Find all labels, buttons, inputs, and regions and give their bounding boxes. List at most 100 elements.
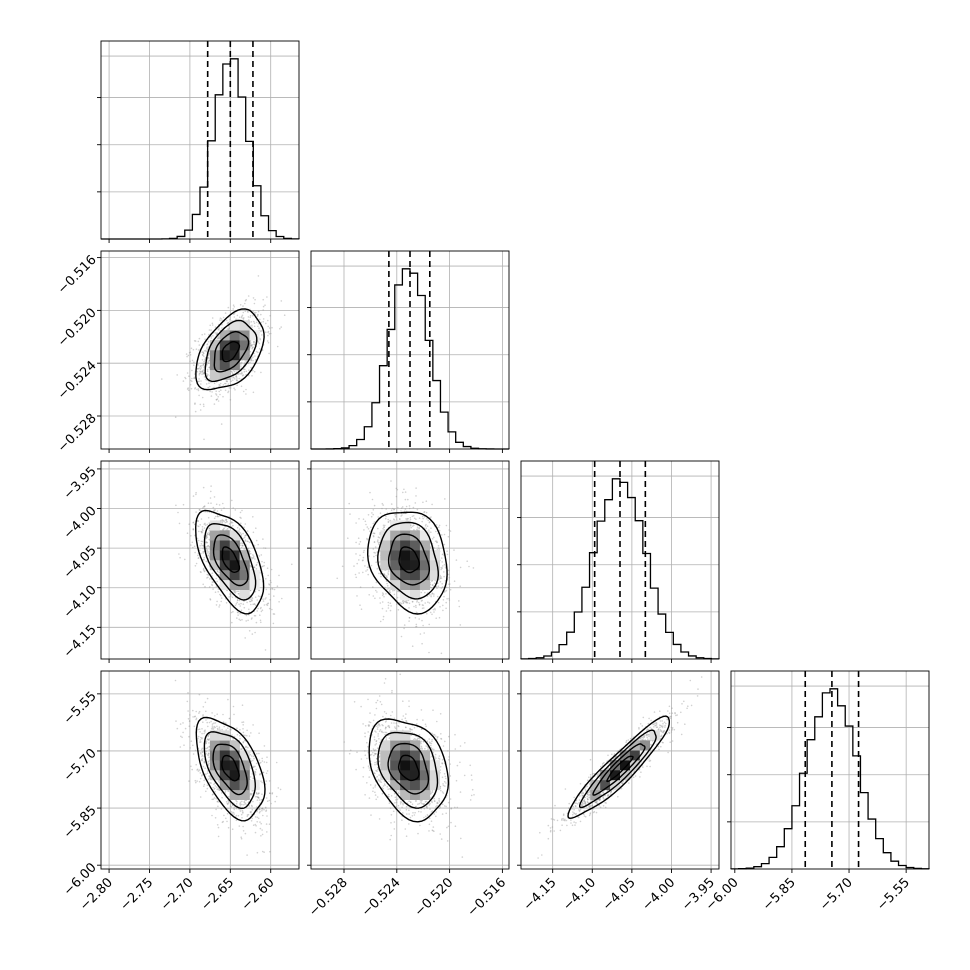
sample-point [421,604,424,606]
sample-point [239,542,242,545]
density-cell [400,530,411,541]
sample-point [207,341,210,343]
sample-point [217,573,220,576]
sample-point [250,598,253,601]
sample-point [377,536,380,538]
sample-point [283,314,286,317]
sample-point [254,358,257,361]
sample-point [184,376,186,379]
sample-point [250,792,252,795]
sample-point [254,770,256,773]
sample-point [267,602,270,605]
sample-point [205,548,208,550]
sample-point [440,568,442,571]
sample-point [221,519,224,521]
density-cell [229,540,240,551]
density-cell [229,579,240,590]
sample-point [206,573,208,576]
sample-point [215,808,217,811]
sample-point [216,600,218,603]
sample-point [191,541,194,544]
sample-point [205,537,207,540]
sample-point [202,507,204,509]
sample-point [216,398,219,400]
density-cell [390,540,401,551]
sample-point [241,314,244,317]
sample-point [252,297,255,299]
sample-point [216,788,218,791]
sample-point [268,333,271,335]
sample-point [267,319,269,322]
sample-point [434,540,437,542]
sample-point [214,326,217,328]
sample-point [381,507,383,510]
sample-point [428,602,431,604]
sample-point [202,706,205,708]
density-cell [239,340,250,351]
sample-point [382,615,385,618]
sample-point [193,361,195,364]
sample-point [236,377,238,379]
sample-point [402,491,404,494]
sample-point [362,518,365,520]
sample-point [419,633,422,635]
sample-point [236,379,238,381]
sample-point [239,735,241,737]
sample-point [214,787,216,790]
sample-point [243,526,245,529]
sample-point [404,498,407,501]
sample-point [205,349,207,352]
sample-point [444,590,446,592]
sample-point [207,735,209,738]
sample-point [242,731,245,734]
sample-point [254,558,256,560]
sample-point [381,594,384,597]
sample-point [387,607,390,609]
sample-point [242,305,244,307]
sample-point [197,557,200,559]
density-cell [400,560,411,571]
sample-point [251,324,253,327]
sample-point [210,381,212,384]
sample-point [211,317,214,319]
sample-point [249,792,252,795]
sample-point [174,416,177,419]
sample-point [226,820,228,823]
sample-point [201,370,203,372]
sample-point [259,773,261,775]
sample-point [440,576,442,578]
sample-point [387,601,390,604]
sample-point [203,363,205,365]
sample-point [362,571,364,574]
sample-point [379,597,381,599]
sample-point [211,572,214,574]
sample-point [227,321,229,324]
density-cell [239,589,250,600]
sample-point [214,817,217,819]
sample-point [431,613,433,616]
sample-point [182,380,185,382]
sample-point [218,336,220,339]
density-cell [219,350,230,361]
sample-point [267,330,270,333]
sample-point [250,321,253,323]
sample-point [438,529,441,532]
axes-frame [310,460,510,660]
sample-point [203,570,206,573]
sample-point [232,308,234,310]
sample-point [161,378,163,380]
sample-point [246,311,249,313]
sample-point [240,385,243,388]
sample-point [204,357,207,359]
sample-point [372,535,375,538]
sample-point [218,604,221,606]
sample-point [437,585,440,587]
sample-point [215,390,217,393]
sample-point [378,536,381,539]
contour-line [221,546,241,574]
sample-point [415,625,418,628]
sample-point [255,563,258,566]
sample-point [249,758,252,760]
sample-point [205,372,208,375]
sample-point [196,780,198,782]
